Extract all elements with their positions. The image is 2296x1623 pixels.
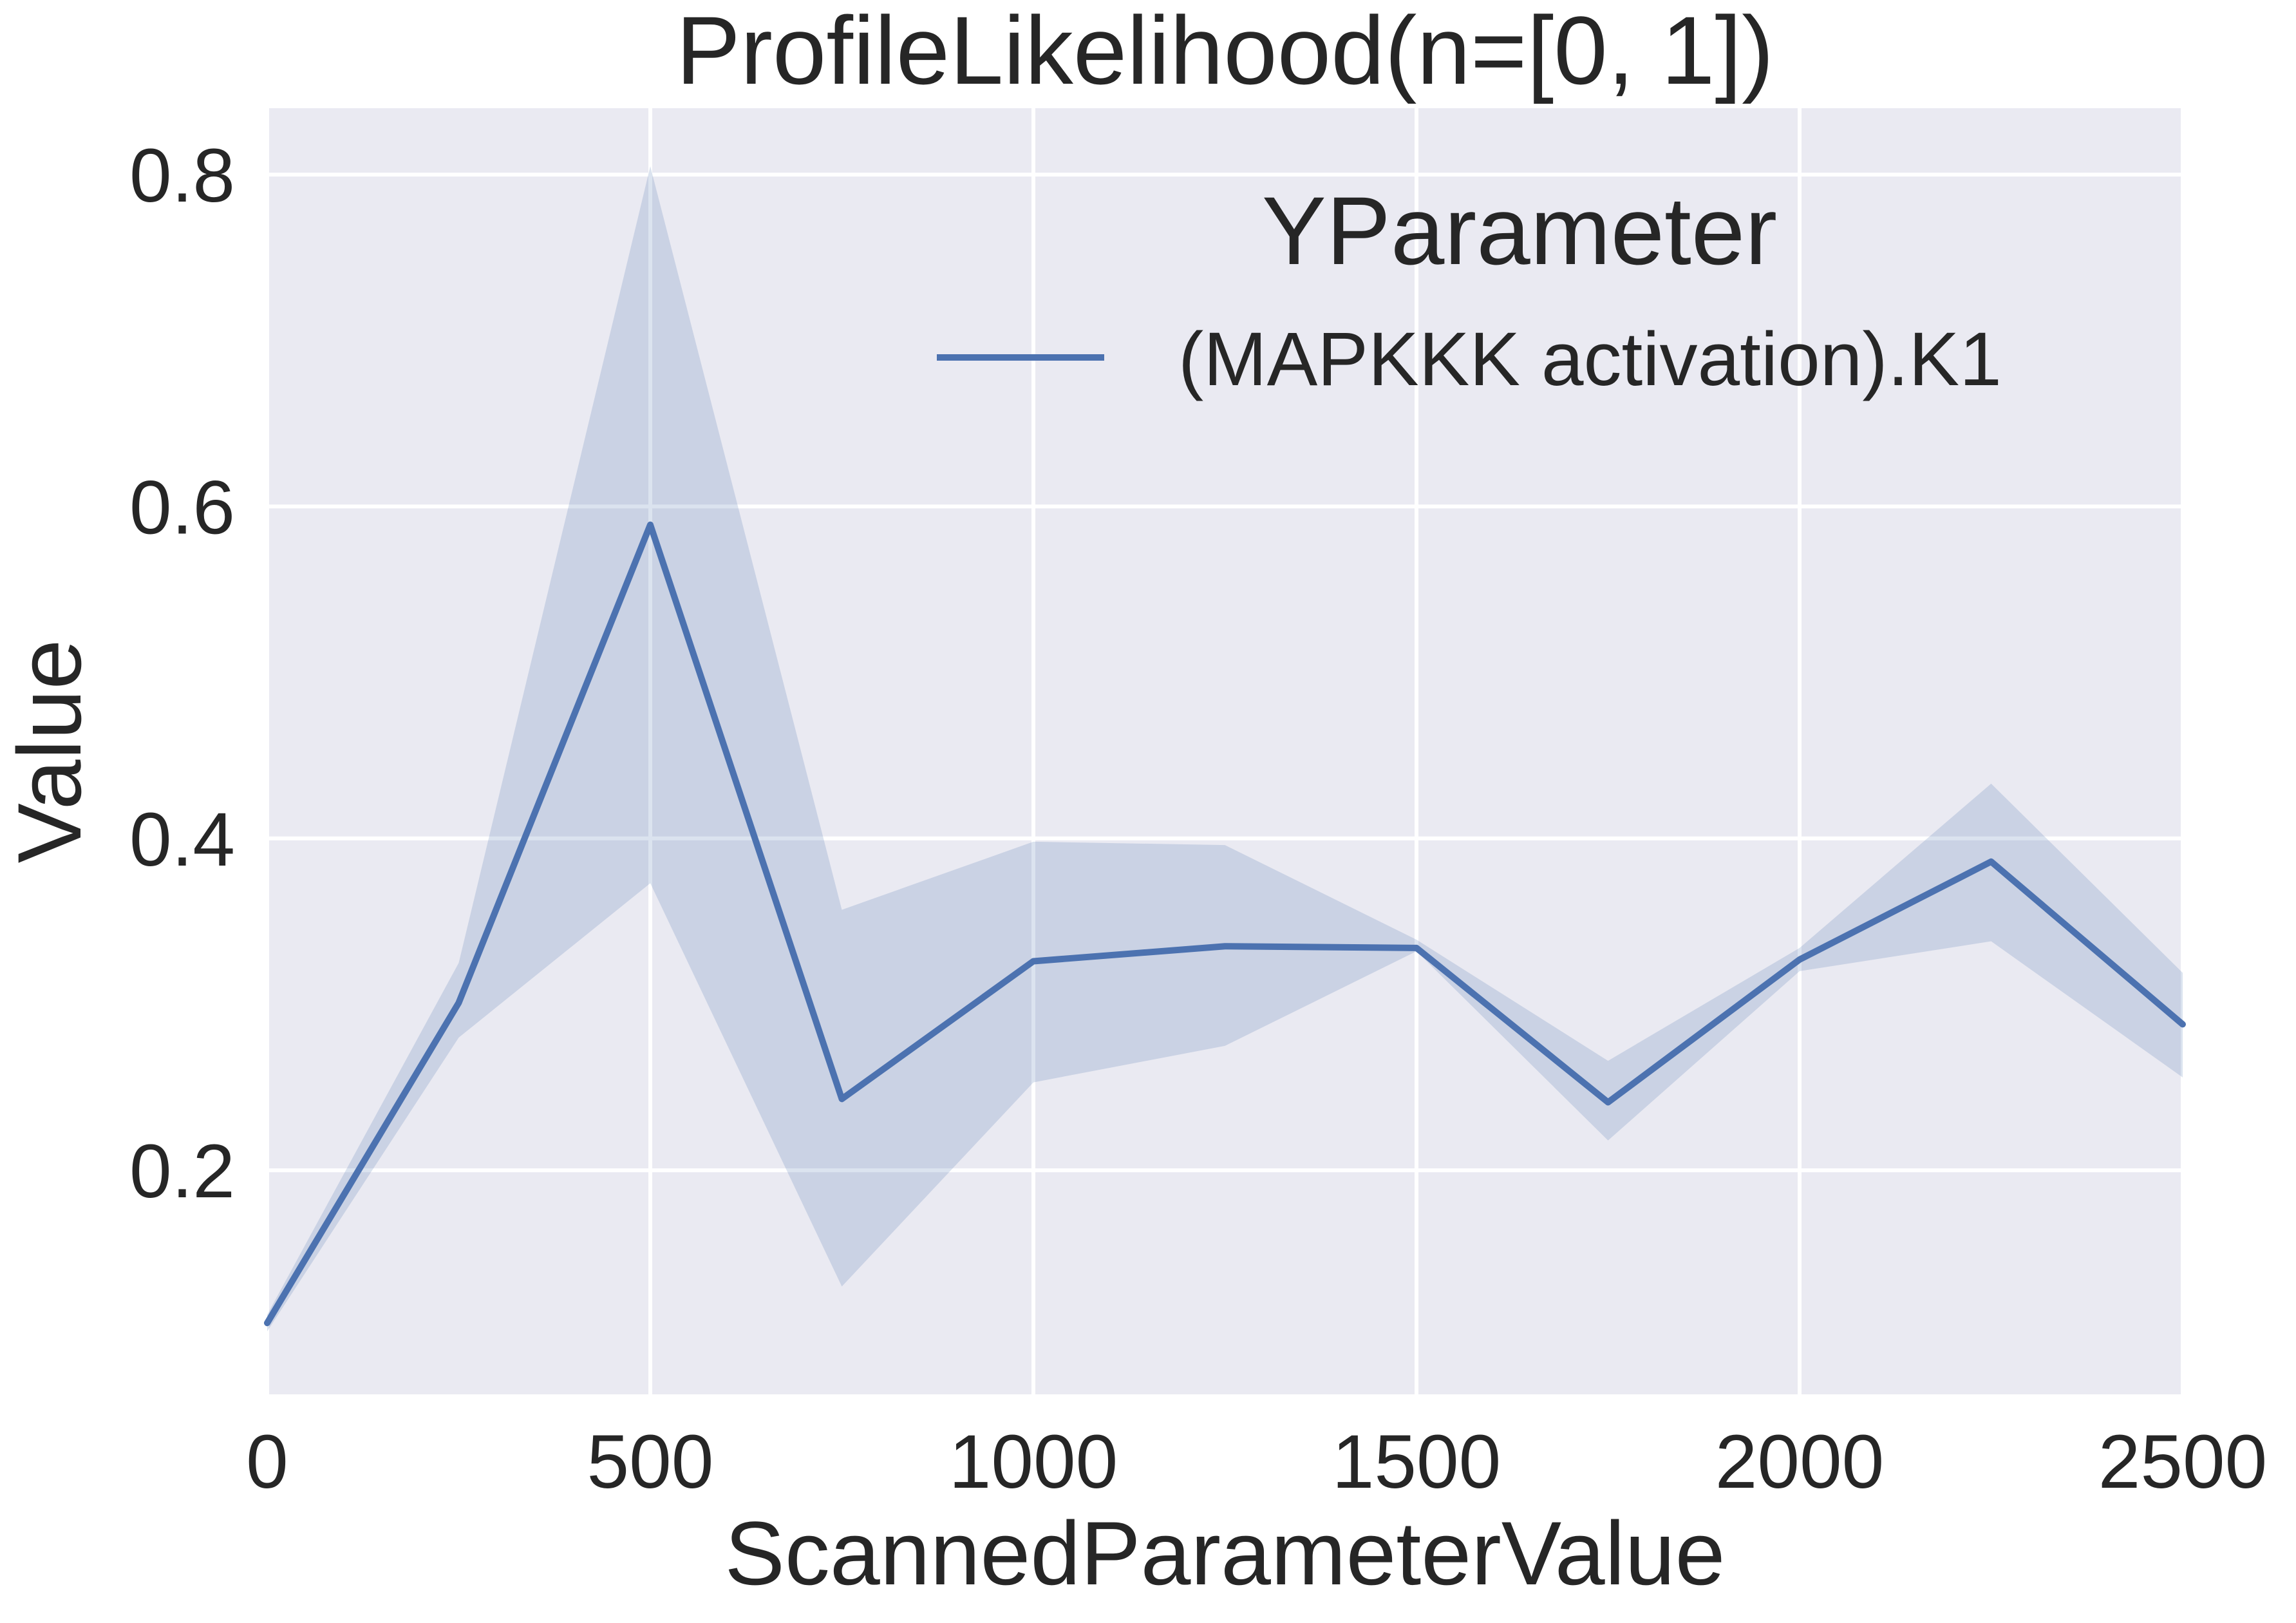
y-axis-label: Value — [0, 640, 100, 864]
confidence-band — [267, 166, 2183, 1332]
data-point — [650, 524, 651, 526]
chart-title: ProfileLikelihood(n=[0, 1]) — [676, 0, 1774, 104]
y-tick-label: 0.4 — [129, 797, 235, 882]
confidence-bands — [267, 166, 2183, 1332]
tick-labels: 0 500 1000 1500 2000 2500 0.2 0.4 0.6 0.8 — [129, 133, 2267, 1504]
data-point — [1416, 947, 1417, 949]
y-tick-label: 0.2 — [129, 1129, 235, 1214]
x-tick-label: 1500 — [1332, 1419, 1501, 1504]
x-tick-label: 2500 — [2098, 1419, 2268, 1504]
x-tick-label: 0 — [246, 1419, 288, 1504]
x-tick-label: 2000 — [1715, 1419, 1885, 1504]
x-tick-label: 1000 — [949, 1419, 1118, 1504]
x-tick-label: 500 — [587, 1419, 714, 1504]
y-tick-label: 0.6 — [129, 465, 235, 550]
legend-series-label: (MAPKKK activation).K1 — [1178, 317, 2002, 402]
grid-lines — [265, 108, 2185, 1394]
data-point — [1033, 960, 1034, 962]
y-tick-label: 0.8 — [129, 133, 235, 218]
legend: YParameter (MAPKKK activation).K1 — [937, 176, 2002, 402]
data-point — [267, 1322, 268, 1324]
legend-title: YParameter — [1262, 176, 1777, 285]
x-axis-label: ScannedParameterValue — [725, 1503, 1726, 1604]
series-lines — [264, 521, 2186, 1327]
plot-background — [267, 108, 2183, 1394]
data-point — [458, 1002, 459, 1003]
